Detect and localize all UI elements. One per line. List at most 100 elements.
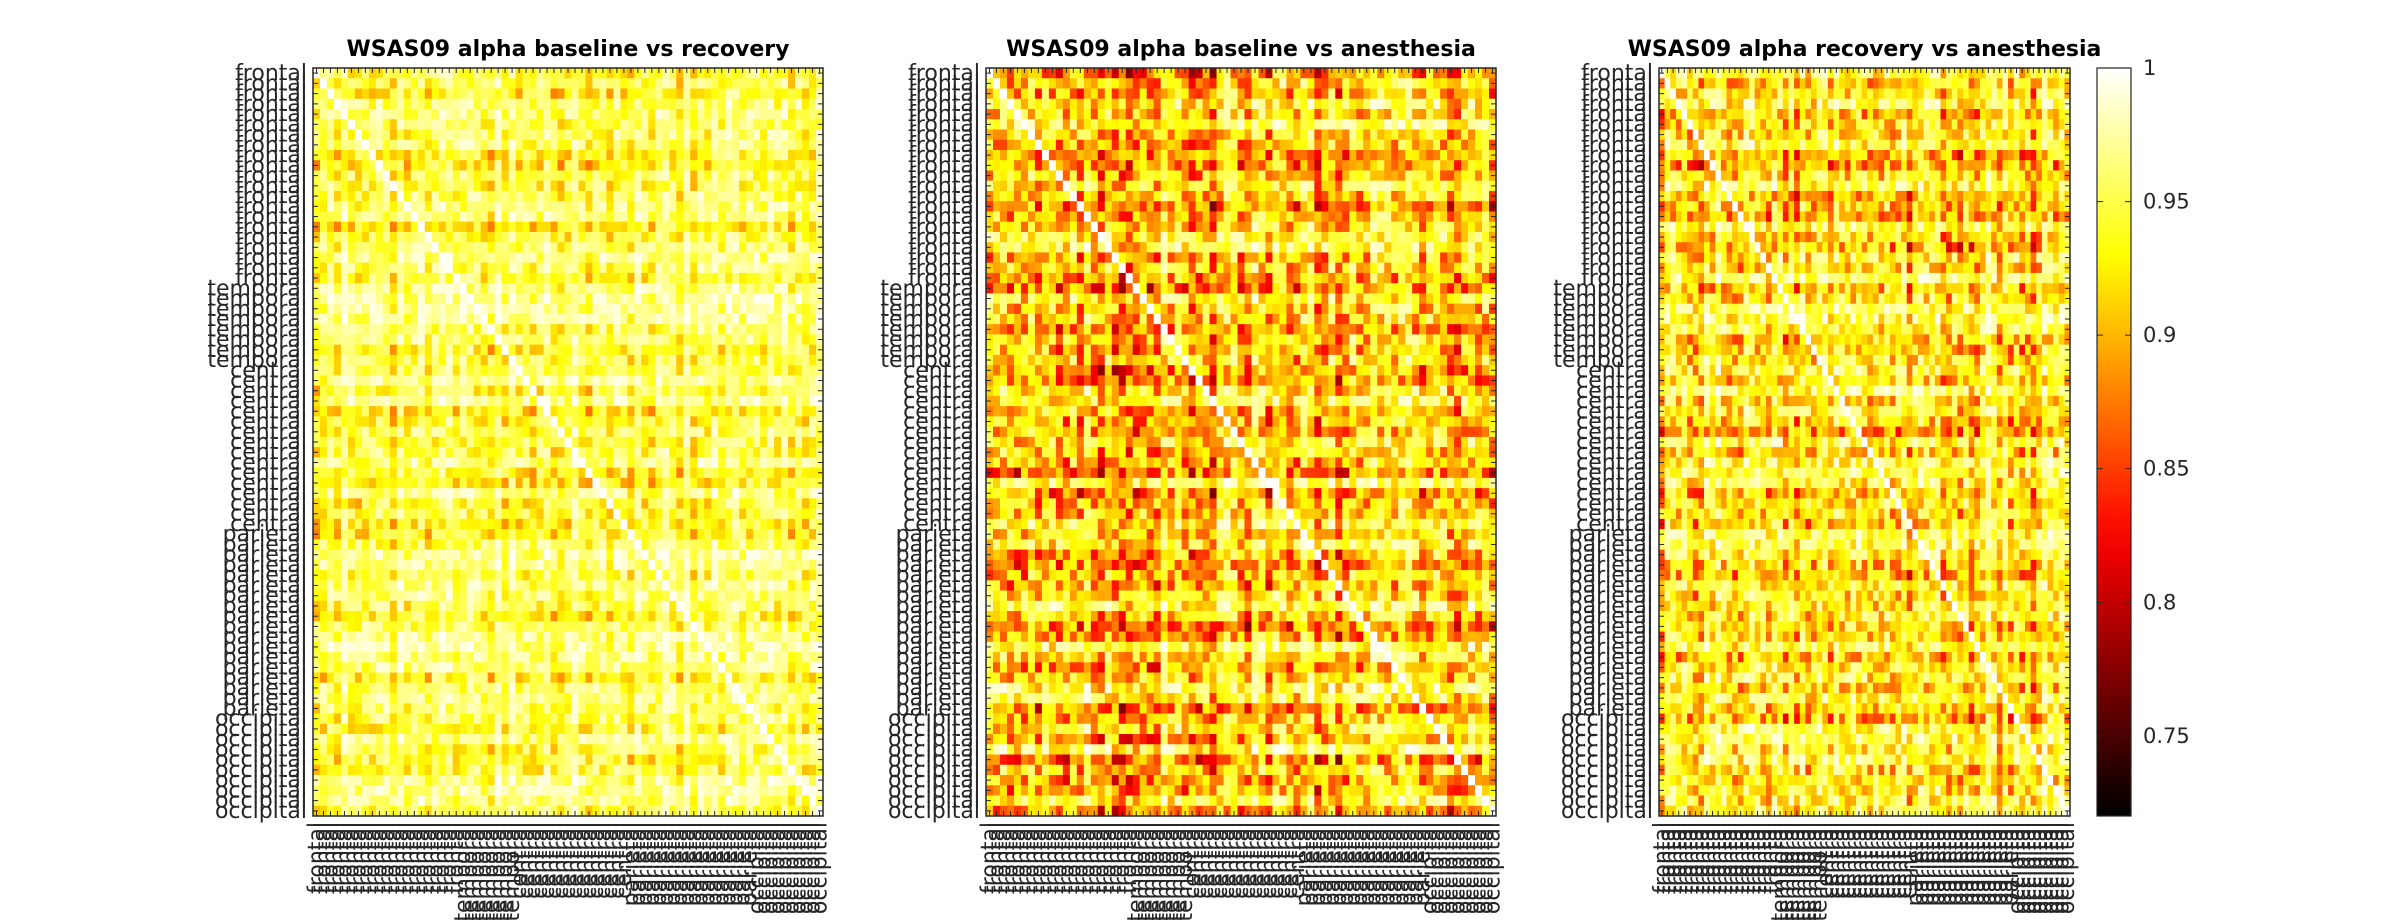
heatmap-cell [557,170,565,182]
heatmap-cell [718,231,726,243]
heatmap-cell [445,590,454,602]
heatmap-cell [753,631,761,643]
heatmap-cell [389,395,398,407]
heatmap-cell [557,262,565,274]
heatmap-cell [431,682,440,694]
heatmap-cell [774,754,782,766]
heatmap-cell [515,436,523,448]
heatmap-cell [389,88,398,100]
heatmap-cell [676,662,684,673]
heatmap-cell [683,436,691,448]
heatmap-cell [557,293,565,305]
heatmap-cell [410,201,419,212]
heatmap-cell [711,293,719,305]
heatmap-cell [473,68,482,79]
heatmap-cell [795,231,803,243]
heatmap-cell [697,703,705,714]
heatmap-cell [718,477,726,489]
heatmap-cell [571,498,579,510]
heatmap-cell [403,693,412,704]
heatmap-cell [627,272,635,284]
heatmap-cell [536,457,544,469]
heatmap-cell [634,652,642,663]
heatmap-cell [669,682,677,694]
heatmap-cell [585,98,593,110]
heatmap-cell [788,447,796,458]
heatmap-cell [333,416,342,428]
heatmap-cell [473,570,482,581]
heatmap-cell [375,498,384,510]
heatmap-cell [354,693,363,704]
heatmap-cell [361,621,370,632]
heatmap-cell [333,549,342,561]
heatmap-cell [620,68,628,79]
heatmap-cell [760,78,768,89]
heatmap-cell [354,621,363,632]
heatmap-cell [753,682,761,694]
heatmap-cell [620,344,628,356]
heatmap-cell [718,734,726,745]
heatmap-cell [340,682,349,694]
heatmap-cell [774,703,782,714]
heatmap-cell [704,119,712,130]
heatmap-cell [382,508,391,520]
heatmap-cell [529,406,537,417]
heatmap-cell [795,385,803,397]
heatmap-cell [368,160,377,171]
heatmap-cell [620,406,628,417]
heatmap-cell [466,529,475,540]
heatmap-cell [424,201,433,212]
heatmap-cell [732,293,740,305]
heatmap-cell [592,139,600,151]
heatmap-cell [627,324,635,335]
heatmap-cell [599,231,607,243]
heatmap-cell [445,570,454,581]
heatmap-cell [347,313,356,325]
heatmap-cell [417,672,426,684]
heatmap-cell [795,406,803,417]
heatmap-cell [767,457,775,469]
heatmap-cell [361,88,370,100]
heatmap-cell [746,672,754,684]
heatmap-cell [501,365,510,376]
heatmap-cell [669,354,677,366]
heatmap-cell [375,149,384,161]
heatmap-cell [529,652,537,663]
heatmap-cell [459,518,468,530]
heatmap-cell [550,723,558,735]
heatmap-cell [683,129,691,141]
heatmap-cell [669,242,677,253]
heatmap-cell [466,108,475,120]
heatmap-cell [424,242,433,253]
heatmap-cell [424,600,433,612]
heatmap-cell [480,303,489,315]
heatmap-cell [529,139,537,151]
heatmap-cell [382,211,391,223]
heatmap-cell [431,744,440,755]
heatmap-cell [655,426,663,438]
heatmap-cell [487,764,496,776]
heatmap-cell [802,139,810,151]
heatmap-cell [627,252,635,264]
heatmap-cell [788,139,796,151]
heatmap-cell [620,631,628,643]
heatmap-cell [466,395,475,407]
heatmap-cell [340,539,349,550]
heatmap-cell [564,252,572,264]
heatmap-cell [333,693,342,704]
heatmap-cell [599,672,607,684]
heatmap-cell [774,98,782,110]
heatmap-cell [501,303,510,315]
heatmap-cell [732,559,740,571]
heatmap-cell [585,242,593,253]
heatmap-cell [424,754,433,766]
heatmap-cell [704,139,712,151]
heatmap-cell [704,129,712,141]
heatmap-cell [655,590,663,602]
heatmap-cell [382,365,391,376]
heatmap-cell [536,406,544,417]
heatmap-cell [508,395,517,407]
heatmap-cell [333,293,342,305]
heatmap-cell [382,549,391,561]
heatmap-cell [725,621,733,632]
